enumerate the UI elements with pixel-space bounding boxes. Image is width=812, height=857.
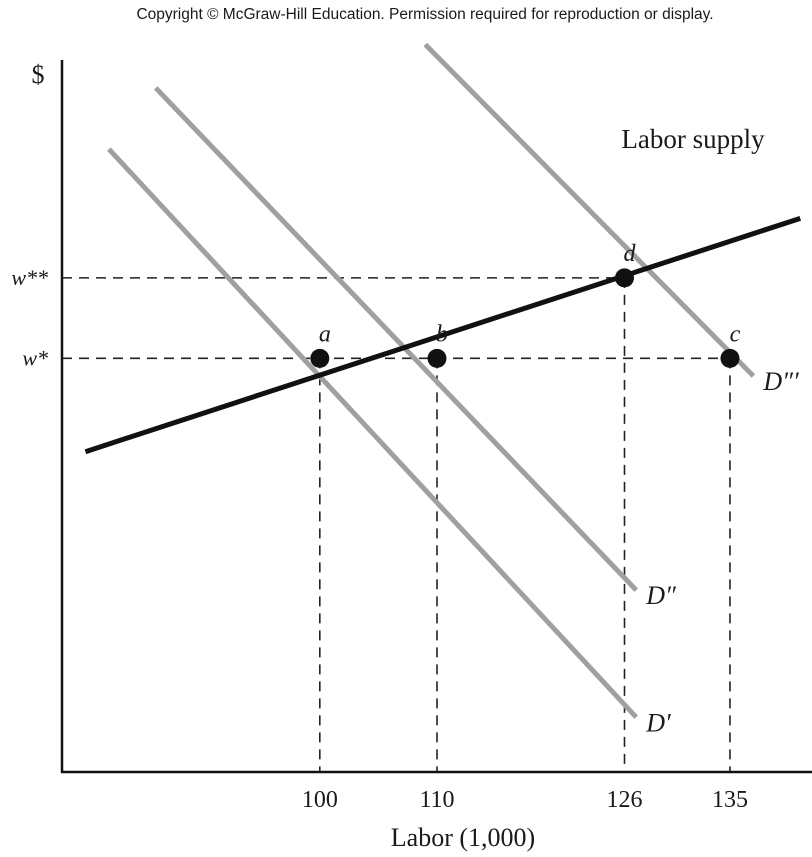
point-label-c: c (730, 321, 741, 347)
point-c (720, 348, 740, 368)
point-a (310, 348, 330, 368)
point-label-d: d (624, 241, 637, 267)
supply-curve (84, 215, 802, 455)
labor-supply-label: Labor supply (621, 124, 765, 154)
axes (60, 60, 812, 774)
x-axis-label: Labor (1,000) (391, 823, 535, 852)
y-tick-label-w-star-star: w** (11, 265, 48, 290)
x-tick-label-110: 110 (419, 787, 454, 813)
point-label-b: b (436, 321, 448, 347)
demand-label-d-double-prime: D″ (645, 581, 677, 610)
point-b (427, 348, 447, 368)
demand-curve-d-triple-prime (423, 42, 756, 378)
guide-lines (62, 277, 731, 772)
x-tick-label-135: 135 (712, 787, 748, 813)
y-axis-label: $ (32, 60, 45, 89)
demand-label-d-triple-prime: D″′ (762, 367, 799, 396)
point-d (615, 268, 634, 288)
x-tick-label-126: 126 (607, 787, 643, 813)
demand-curve-d-prime (107, 147, 639, 719)
labor-supply-line (84, 215, 802, 455)
equilibrium-points (310, 268, 740, 368)
demand-label-d-prime: D′ (645, 708, 671, 737)
chart-labels: $ Labor (1,000) w* w** 100 110 126 135 D′ D″ D″′… (11, 60, 799, 852)
demand-curves (107, 42, 756, 719)
point-label-a: a (319, 321, 331, 347)
copyright-notice: Copyright © McGraw-Hill Education. Permi… (136, 6, 713, 23)
y-tick-label-w-star: w* (22, 345, 48, 370)
x-tick-label-100: 100 (302, 787, 338, 813)
demand-curve-d-double-prime (153, 86, 639, 592)
